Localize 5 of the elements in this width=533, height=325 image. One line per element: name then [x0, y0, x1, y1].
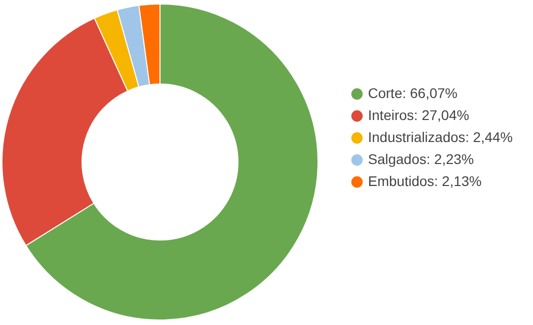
- legend-label: Industrializados: 2,44%: [368, 129, 513, 145]
- legend-label: Salgados: 2,23%: [368, 151, 474, 167]
- legend-label: Corte: 66,07%: [368, 85, 458, 101]
- legend-label: Embutidos: 2,13%: [368, 173, 482, 189]
- legend-label: Inteiros: 27,04%: [368, 107, 470, 123]
